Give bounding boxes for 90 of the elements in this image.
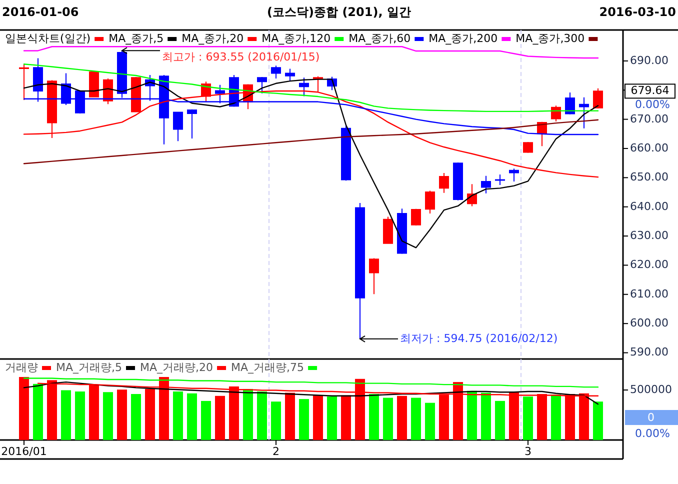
bar — [551, 394, 561, 440]
bar — [33, 384, 43, 440]
text: 2016-01-06 — [2, 5, 79, 19]
bar — [201, 400, 211, 440]
y-tick-label: 610.00 — [630, 287, 668, 300]
legend-label: MA_종가,20 — [182, 32, 244, 46]
legend-label: MA_거래량,5 — [56, 361, 122, 374]
y-tick-label: 600.00 — [630, 316, 668, 330]
legend-label: MA_거래량,75 — [231, 361, 304, 374]
y-tick-label: 630.00 — [630, 229, 668, 242]
text: 2016-03-10 — [599, 5, 676, 19]
candlestick — [565, 92, 575, 115]
legend-label: MA_종가,60 — [348, 32, 411, 46]
legend-label: MA_거래량,20 — [140, 361, 214, 374]
annotation: 최고가 : 693.55 (2016/01/15) — [162, 50, 320, 64]
candlestick — [383, 216, 393, 244]
text: 500000 — [630, 383, 672, 396]
line-series — [23, 64, 599, 112]
text: 679.64 — [630, 84, 670, 98]
line-series — [23, 78, 599, 248]
candlestick — [89, 70, 99, 98]
bar — [215, 396, 225, 440]
candlestick — [397, 208, 407, 254]
bar — [117, 390, 127, 440]
bar — [103, 392, 113, 440]
bar — [397, 396, 407, 440]
legend-label: MA_종가,120 — [262, 32, 331, 46]
line-series — [23, 119, 599, 164]
bar — [467, 390, 477, 440]
text: 0.00% — [635, 98, 670, 112]
bar — [411, 398, 421, 440]
y-tick-label: 690.00 — [630, 54, 668, 67]
bar — [75, 391, 85, 440]
candlestick — [341, 124, 351, 182]
bar — [369, 394, 379, 440]
candlestick — [271, 65, 281, 79]
text: 0 — [648, 411, 654, 424]
y-tick-label: 590.00 — [630, 346, 668, 359]
candlestick — [523, 142, 533, 154]
candlestick — [355, 202, 365, 340]
bar — [593, 402, 603, 440]
legend-label: MA_종가,300 — [516, 32, 585, 46]
bar — [425, 402, 435, 440]
legend-label: MA_종가,200 — [428, 32, 498, 46]
candlestick — [19, 64, 29, 101]
bar — [523, 396, 533, 440]
text: 0.00% — [635, 427, 670, 440]
candlestick — [481, 175, 491, 194]
bar — [19, 377, 29, 440]
chart-title: (코스닥)종합 (201), 일간 — [267, 5, 411, 19]
candlestick — [439, 172, 449, 194]
bar — [173, 391, 183, 440]
candlestick — [509, 168, 519, 182]
legend-label: 거래량 — [5, 361, 38, 374]
legend-label: MA_종가,5 — [108, 32, 164, 46]
candlestick — [453, 162, 463, 201]
candlestick — [425, 190, 435, 214]
y-tick-label: 640.00 — [630, 200, 668, 213]
bar — [257, 391, 267, 440]
bar — [243, 388, 253, 440]
candlestick — [257, 76, 267, 94]
candlestick — [579, 96, 589, 129]
y-tick-label: 620.00 — [630, 258, 668, 272]
candlestick — [187, 108, 197, 140]
candlestick — [285, 68, 295, 82]
bar — [481, 392, 491, 440]
bar — [313, 395, 323, 440]
y-tick-label: 660.00 — [630, 141, 668, 154]
candlestick — [495, 174, 505, 186]
bar — [131, 394, 141, 440]
candlestick — [369, 258, 379, 295]
annotation: 최저가 : 594.75 (2016/02/12) — [400, 332, 558, 345]
candlestick — [299, 77, 309, 97]
candlestick — [411, 208, 421, 226]
bar — [187, 393, 197, 440]
y-tick-label: 650.00 — [630, 170, 668, 184]
bar — [299, 399, 309, 440]
bar — [383, 398, 393, 440]
candlestick — [593, 88, 603, 109]
legend-label: 일본식차트(일간) — [5, 32, 91, 46]
bar — [61, 390, 71, 440]
x-tick-label: 2 — [272, 445, 280, 458]
bar — [341, 395, 351, 440]
bar — [495, 400, 505, 440]
x-tick-label: 2016/01 — [1, 445, 47, 458]
x-tick-label: 3 — [524, 445, 532, 458]
candlestick — [173, 111, 183, 142]
y-tick-label: 670.00 — [630, 112, 668, 126]
bar — [271, 402, 281, 440]
bar — [327, 396, 337, 440]
